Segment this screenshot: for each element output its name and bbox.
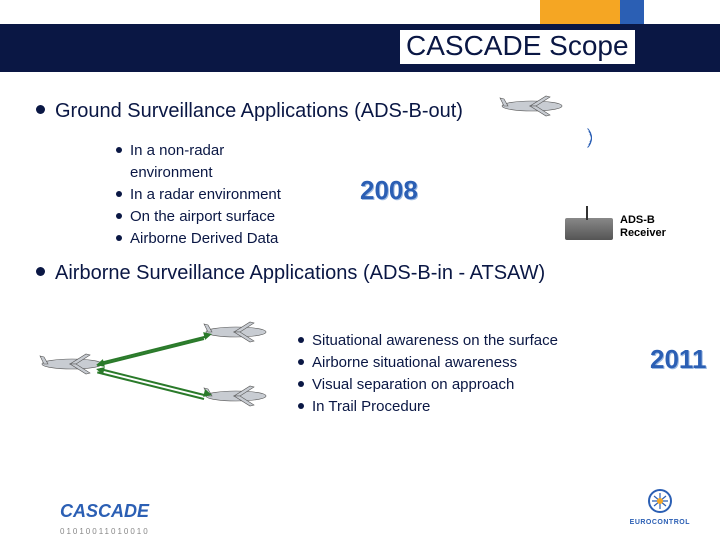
page-title: CASCADE Scope bbox=[400, 30, 635, 64]
section1-heading: Ground Surveillance Applications (ADS-B-… bbox=[36, 100, 463, 123]
section2-heading-text: Airborne Surveillance Applications (ADS-… bbox=[55, 262, 545, 284]
sub-bullet-icon bbox=[298, 381, 304, 387]
section2-list: Situational awareness on the surface Air… bbox=[298, 330, 658, 418]
list-item-text: In a radar environment bbox=[130, 186, 281, 203]
airplane-icon bbox=[496, 92, 568, 120]
list-item: On the airport surface bbox=[116, 206, 336, 227]
signal-waves-icon bbox=[556, 118, 586, 158]
list-item: Airborne Derived Data bbox=[116, 228, 336, 249]
list-item: In a radar environment bbox=[116, 184, 336, 205]
receiver-icon bbox=[565, 218, 613, 240]
list-item-text: In Trail Procedure bbox=[312, 398, 430, 415]
list-item-text: Airborne Derived Data bbox=[130, 230, 278, 247]
section1-heading-text: Ground Surveillance Applications (ADS-B-… bbox=[55, 100, 463, 122]
sub-bullet-icon bbox=[298, 359, 304, 365]
list-item-text: Airborne situational awareness bbox=[312, 354, 517, 371]
accent-blue bbox=[620, 0, 644, 24]
list-item-text: Visual separation on approach bbox=[312, 376, 514, 393]
eurocontrol-logo: EUROCONTROL bbox=[630, 487, 690, 526]
list-item: Airborne situational awareness bbox=[298, 352, 658, 373]
sub-bullet-icon bbox=[116, 147, 122, 153]
antenna-icon bbox=[586, 206, 588, 220]
arrow-icon bbox=[97, 371, 204, 400]
list-item-continue: environment bbox=[130, 162, 336, 183]
arrow-icon bbox=[97, 338, 204, 367]
accent-orange bbox=[540, 0, 620, 24]
eurocontrol-icon bbox=[641, 487, 679, 517]
list-item: Situational awareness on the surface bbox=[298, 330, 658, 351]
cascade-logo: CASCADE bbox=[60, 501, 149, 522]
bullet-dot-icon bbox=[36, 105, 45, 114]
receiver-label: ADS-B Receiver bbox=[620, 214, 666, 240]
list-item-text: Situational awareness on the surface bbox=[312, 332, 558, 349]
list-item: In Trail Procedure bbox=[298, 396, 658, 417]
list-item-text: In a non-radar bbox=[130, 142, 224, 159]
receiver-label-l1: ADS-B bbox=[620, 214, 655, 226]
sub-bullet-icon bbox=[116, 213, 122, 219]
year-2008: 2008 bbox=[360, 175, 418, 206]
arrow-icon bbox=[100, 368, 207, 397]
sub-bullet-icon bbox=[298, 337, 304, 343]
list-item-text: On the airport surface bbox=[130, 208, 275, 225]
section1-list: In a non-radar environment In a radar en… bbox=[116, 140, 336, 250]
section2-heading: Airborne Surveillance Applications (ADS-… bbox=[36, 262, 596, 285]
year-2011: 2011 bbox=[650, 344, 706, 375]
cascade-logo-sub: 01010011010010 bbox=[60, 527, 150, 536]
list-item: Visual separation on approach bbox=[298, 374, 658, 395]
sub-bullet-icon bbox=[298, 403, 304, 409]
list-item: In a non-radar bbox=[116, 140, 336, 161]
eurocontrol-text: EUROCONTROL bbox=[630, 519, 690, 526]
receiver-label-l2: Receiver bbox=[620, 227, 666, 239]
sub-bullet-icon bbox=[116, 191, 122, 197]
sub-bullet-icon bbox=[116, 235, 122, 241]
bullet-dot-icon bbox=[36, 267, 45, 276]
